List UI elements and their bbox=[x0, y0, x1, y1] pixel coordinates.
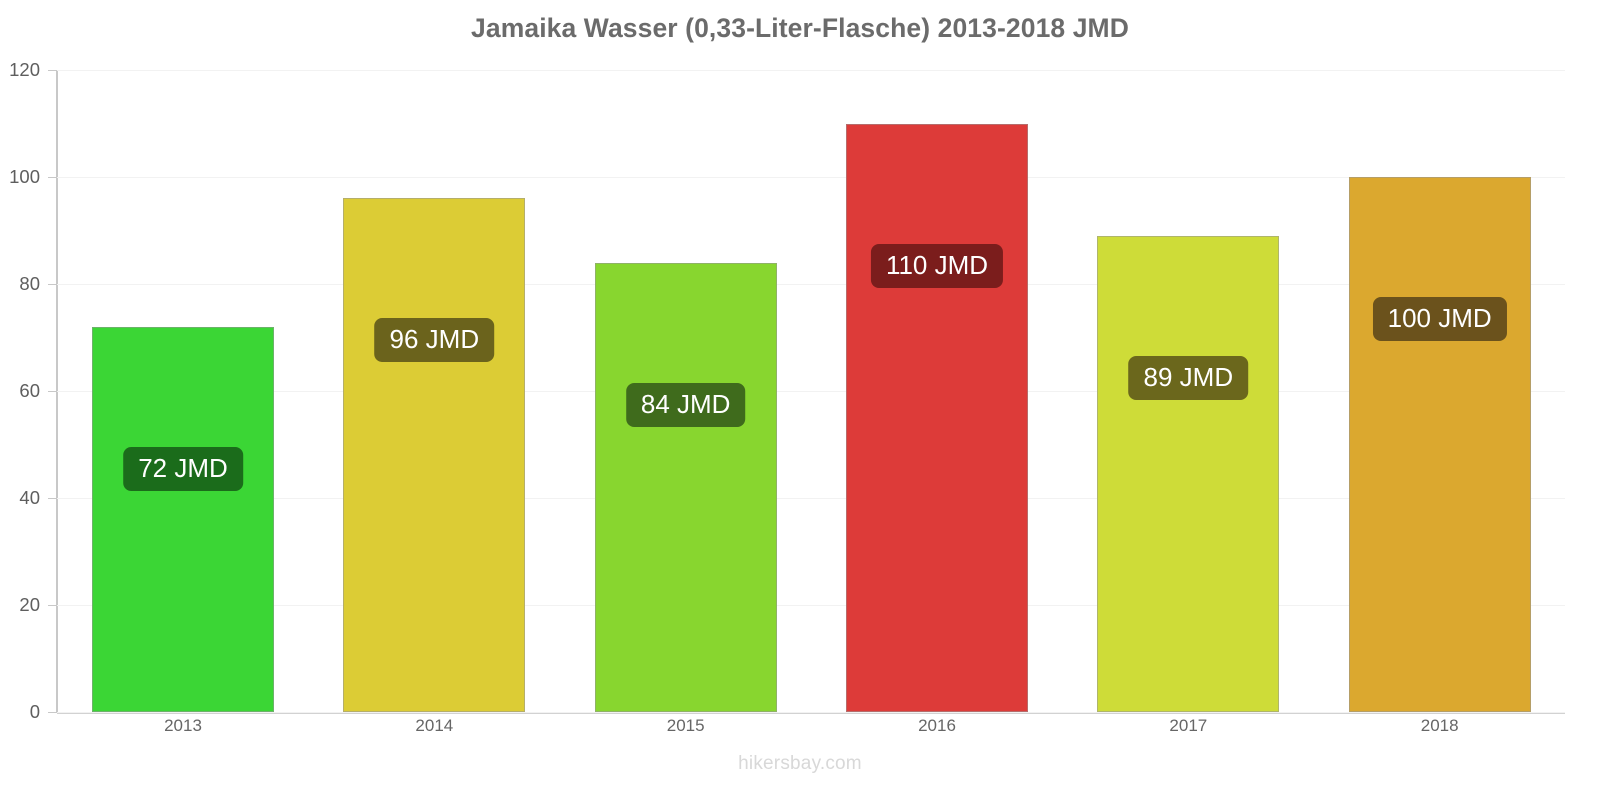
y-axis-tick-mark bbox=[48, 284, 57, 285]
bar-2015[interactable] bbox=[594, 262, 777, 712]
gridline bbox=[57, 177, 1565, 178]
y-axis-tick-mark bbox=[48, 177, 57, 178]
y-axis-tick-label: 20 bbox=[19, 594, 40, 615]
gridline bbox=[57, 391, 1565, 392]
bar-2014[interactable] bbox=[343, 198, 526, 712]
y-axis-tick-mark bbox=[48, 498, 57, 499]
bar-value-label-2016: 110 JMD bbox=[870, 243, 1004, 288]
plot-area: 72 JMD 96 JMD 84 JMD 110 JMD 89 JMD 100 JMD bbox=[57, 70, 1565, 713]
bar-value-label-2014: 96 JMD bbox=[374, 318, 495, 363]
watermark-label: hikersbay.com bbox=[738, 753, 862, 774]
y-axis-tick-label: 120 bbox=[9, 59, 40, 80]
x-axis-tick-label-2015: 2015 bbox=[666, 716, 705, 735]
gridline bbox=[57, 284, 1565, 285]
bar-2017[interactable] bbox=[1097, 235, 1280, 712]
chart-title: Jamaika Wasser (0,33-Liter-Flasche) 2013… bbox=[471, 13, 1129, 43]
x-axis-tick-label-2016: 2016 bbox=[918, 716, 956, 735]
bar-value-label-2015: 84 JMD bbox=[625, 382, 746, 427]
bar-value-label-2017: 89 JMD bbox=[1128, 355, 1249, 400]
x-axis-tick-label-2018: 2018 bbox=[1420, 716, 1459, 735]
y-axis-tick-mark bbox=[48, 712, 57, 713]
x-axis-line bbox=[57, 712, 1565, 714]
y-axis-tick-label: 80 bbox=[19, 273, 40, 294]
bar-value-label-2018: 100 JMD bbox=[1372, 297, 1507, 342]
gridline bbox=[57, 70, 1565, 71]
gridline bbox=[57, 712, 1565, 713]
x-axis-tick-label-2014: 2014 bbox=[415, 716, 454, 735]
gridline bbox=[57, 605, 1565, 606]
y-axis-tick-label: 100 bbox=[9, 166, 40, 187]
y-axis-tick-label: 40 bbox=[19, 487, 40, 508]
y-axis-tick-mark bbox=[48, 70, 57, 71]
y-axis-tick-mark bbox=[48, 391, 57, 392]
bar-2016[interactable] bbox=[846, 123, 1028, 712]
y-axis-tick-label: 60 bbox=[19, 380, 40, 401]
x-axis-tick-label-2017: 2017 bbox=[1169, 716, 1208, 735]
bar-2018[interactable] bbox=[1348, 177, 1531, 712]
bar-value-label-2013: 72 JMD bbox=[123, 446, 243, 491]
gridline bbox=[57, 498, 1565, 499]
y-axis-tick-label: 0 bbox=[29, 701, 40, 722]
y-axis-tick-mark bbox=[48, 605, 57, 606]
x-axis-tick-label-2013: 2013 bbox=[164, 716, 202, 735]
bar-2013[interactable] bbox=[92, 326, 274, 712]
